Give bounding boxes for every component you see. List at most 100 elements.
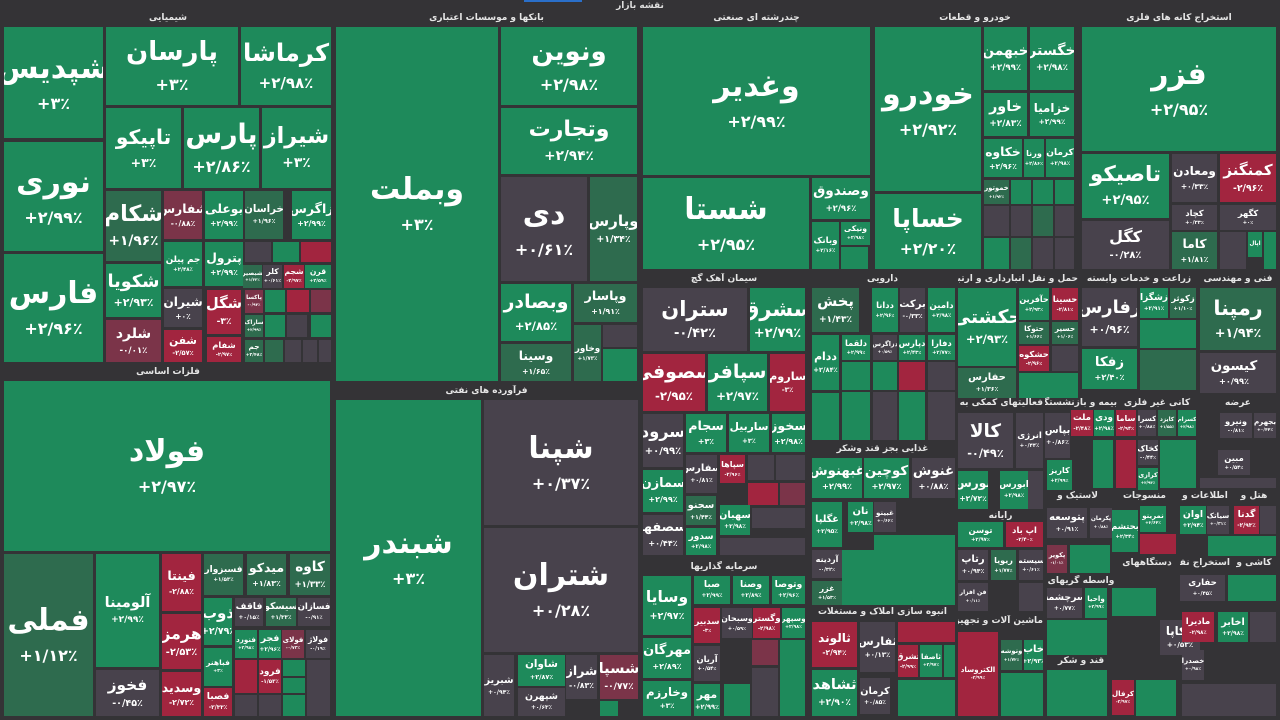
stock-tile[interactable]: اپ باد -۲/۴۰٪ — [1006, 522, 1043, 547]
stock-tile[interactable]: سیستم +۰/۶۱٪ — [1019, 550, 1043, 580]
stock-tile-unlabeled[interactable] — [1136, 680, 1176, 716]
stock-tile[interactable]: سجام +۳٪ — [686, 414, 726, 452]
stock-tile[interactable]: وپارس +۱/۳۴٪ — [590, 177, 637, 281]
stock-tile[interactable]: زکوثر +۱/۱۰٪ — [1170, 288, 1196, 318]
stock-tile[interactable]: فسبزوار +۱/۵۳٪ — [204, 554, 243, 595]
stock-tile[interactable]: بپاس +۰/۸۶٪ — [1045, 413, 1070, 458]
stock-tile-unlabeled[interactable] — [265, 315, 285, 337]
stock-tile-unlabeled[interactable] — [1260, 506, 1276, 534]
stock-tile-unlabeled[interactable] — [928, 362, 955, 390]
stock-tile[interactable]: خگستر +۲/۹۸٪ — [1030, 27, 1074, 90]
stock-tile-unlabeled[interactable] — [1028, 471, 1043, 509]
stock-tile-unlabeled[interactable] — [984, 238, 1009, 269]
stock-tile-unlabeled[interactable] — [1220, 232, 1246, 269]
stock-tile-unlabeled[interactable] — [1001, 673, 1043, 716]
stock-tile[interactable]: زشگزا +۲/۹۱٪ — [1140, 288, 1168, 318]
stock-tile[interactable]: ددام +۲/۸۴٪ — [812, 335, 839, 390]
stock-tile-unlabeled[interactable] — [307, 660, 330, 716]
stock-tile-unlabeled[interactable] — [898, 680, 955, 716]
stock-tile[interactable]: وبانک +۲/۱۶٪ — [812, 222, 839, 269]
stock-tile-unlabeled[interactable] — [1033, 180, 1053, 204]
stock-tile[interactable]: ثفارس +۰/۱۳٪ — [860, 622, 895, 672]
stock-tile[interactable]: ساربیل +۳٪ — [729, 414, 769, 452]
stock-tile[interactable]: صبا +۲/۹۹٪ — [694, 576, 730, 604]
stock-tile[interactable]: شبندر +۳٪ — [336, 400, 481, 716]
stock-tile[interactable]: الکتروساد -۲/۹۹٪ — [958, 632, 998, 716]
stock-tile[interactable]: خساپا +۲/۲۰٪ — [875, 194, 981, 269]
stock-tile[interactable]: وبملت +۳٪ — [336, 27, 498, 381]
stock-tile-unlabeled[interactable] — [780, 483, 805, 505]
stock-tile[interactable]: شپهرن +۰/۶۳٪ — [518, 688, 565, 716]
stock-tile-unlabeled[interactable] — [841, 247, 868, 269]
stock-tile[interactable]: ذوب +۲/۷۹٪ — [204, 598, 232, 645]
stock-tile-unlabeled[interactable] — [1112, 588, 1156, 616]
stock-tile[interactable]: غبینو +۰/۶۶٪ — [874, 502, 896, 532]
stock-tile[interactable]: سپافر +۲/۹۷٪ — [708, 354, 767, 411]
stock-tile[interactable]: دزاگرس +۰/۵۹٪ — [873, 335, 897, 360]
stock-tile-unlabeled[interactable] — [285, 340, 301, 362]
stock-tile[interactable]: شفام -۲/۹۷٪ — [207, 337, 241, 362]
stock-tile[interactable]: فجر +۲/۹۶٪ — [259, 630, 281, 658]
stock-tile[interactable]: کاما +۱/۸۱٪ — [1172, 232, 1217, 269]
stock-tile[interactable]: جم +۲/۴۸٪ — [245, 340, 263, 362]
stock-tile-unlabeled[interactable] — [752, 640, 778, 665]
stock-tile-unlabeled[interactable] — [273, 242, 299, 262]
stock-tile-unlabeled[interactable] — [1047, 670, 1107, 716]
stock-tile[interactable]: حشکوه -۲/۹۶٪ — [1019, 346, 1049, 371]
stock-tile-unlabeled[interactable] — [812, 393, 839, 440]
stock-tile[interactable]: انرژی +۰/۴۴٪ — [1016, 413, 1043, 468]
stock-tile[interactable]: بجهرم +۰/۴۴٪ — [1254, 413, 1276, 438]
stock-tile-unlabeled[interactable] — [899, 362, 925, 390]
stock-tile[interactable]: پکرمان +۰/۸۸٪ — [1090, 508, 1112, 538]
stock-tile[interactable]: شپنا +۰/۳۷٪ — [484, 400, 638, 525]
stock-tile[interactable]: شگل -۳٪ — [207, 290, 241, 334]
stock-tile[interactable]: کگهر +۰٪ — [1220, 205, 1276, 230]
stock-tile-unlabeled[interactable] — [600, 701, 618, 716]
stock-tile[interactable]: شفن -۲/۵۷٪ — [164, 330, 202, 362]
stock-tile[interactable]: وسدید -۲/۷۲٪ — [162, 672, 201, 716]
stock-tile-unlabeled[interactable] — [776, 455, 805, 480]
stock-tile[interactable]: کرمان +۲/۹۸٪ — [1046, 139, 1074, 177]
stock-tile[interactable]: ساروم -۳٪ — [770, 354, 805, 411]
stock-tile-unlabeled[interactable] — [1047, 620, 1107, 655]
stock-tile-unlabeled[interactable] — [1140, 320, 1196, 348]
stock-tile[interactable]: شبصیر +۱/۳۳٪ — [243, 265, 262, 288]
stock-tile[interactable]: آردینه -۰/۳۲٪ — [812, 550, 842, 578]
stock-tile-unlabeled[interactable] — [283, 678, 305, 693]
stock-tile-unlabeled[interactable] — [319, 340, 331, 362]
stock-tile[interactable]: پارسان +۳٪ — [106, 27, 238, 105]
stock-tile[interactable]: اپال — [1248, 232, 1262, 257]
stock-tile[interactable]: پتوسعه +۰/۹۱٪ — [1047, 508, 1087, 538]
stock-tile[interactable]: قرن +۲/۵۹٪ — [305, 265, 331, 288]
stock-tile[interactable]: شاوان +۲/۸۷٪ — [518, 655, 565, 686]
stock-tile[interactable]: سرچشمه +۰/۷۷٪ — [1047, 588, 1082, 618]
stock-tile[interactable]: ساراک +۲/۹۹٪ — [245, 315, 263, 337]
stock-tile[interactable]: کسرا +۰/۸۸٪ — [1138, 410, 1156, 436]
stock-tile[interactable]: برکت -۰/۳۳٪ — [900, 288, 925, 332]
stock-tile[interactable]: نمرینو +۲/۶۴٪ — [1140, 506, 1166, 532]
stock-tile[interactable]: کسرام +۲/۹۸٪ — [1178, 410, 1196, 436]
stock-tile[interactable]: سیاتک +۰/۳۱٪ — [1207, 506, 1229, 534]
stock-tile[interactable]: وگستر -۲/۹۸٪ — [753, 608, 780, 638]
stock-tile[interactable]: ثالوند -۲/۹۴٪ — [812, 622, 857, 667]
stock-tile[interactable]: سرود +۰/۹۹٪ — [643, 414, 683, 467]
stock-tile[interactable]: مهرگان +۲/۸۹٪ — [643, 638, 691, 678]
stock-tile[interactable]: فاقف +۰/۱۵٪ — [235, 598, 263, 626]
stock-tile[interactable]: کایزد +۱/۵۵٪ — [1158, 410, 1176, 436]
stock-tile[interactable]: فنورد +۲/۹۸٪ — [235, 630, 257, 658]
stock-tile[interactable]: حتوکا +۱/۶۶٪ — [1019, 322, 1049, 344]
stock-tile[interactable]: فن افزار +۰/۱۱٪ — [958, 583, 988, 611]
stock-tile-unlabeled[interactable] — [1208, 536, 1276, 556]
stock-tile-unlabeled[interactable] — [287, 315, 307, 337]
stock-tile-unlabeled[interactable] — [1093, 440, 1113, 488]
stock-tile[interactable]: آریان +۰/۵۴٪ — [694, 646, 720, 681]
stock-tile[interactable]: رمپنا +۱/۹۴٪ — [1200, 288, 1276, 350]
stock-tile-unlabeled[interactable] — [235, 695, 257, 716]
stock-tile[interactable]: شلرد -۰/۰۱٪ — [106, 320, 161, 362]
stock-tile-unlabeled[interactable] — [898, 622, 955, 642]
stock-tile[interactable]: شکویا +۲/۹۳٪ — [106, 264, 161, 317]
stock-tile-unlabeled[interactable] — [311, 315, 331, 337]
stock-tile[interactable]: هرمز -۲/۵۳٪ — [162, 614, 201, 669]
stock-tile[interactable]: شراز -۰/۸۳٪ — [566, 655, 597, 699]
stock-tile-unlabeled[interactable] — [603, 349, 637, 381]
